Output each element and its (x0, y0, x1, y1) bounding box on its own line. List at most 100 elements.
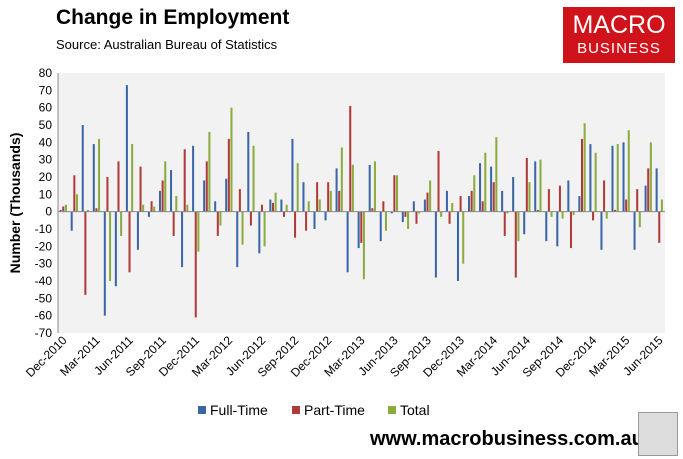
bar-total (153, 206, 156, 212)
bar-full-time (589, 144, 592, 212)
bar-chart: -70-60-50-40-30-20-1001020304050607080De… (7, 66, 666, 418)
y-tick-label: 40 (39, 135, 53, 149)
bar-full-time (214, 201, 217, 212)
bar-total (550, 211, 553, 217)
bar-full-time (335, 168, 338, 212)
bar-total (561, 211, 564, 219)
bar-total (175, 196, 178, 212)
bar-part-time (569, 211, 572, 249)
bar-full-time (92, 144, 95, 212)
y-tick-label: 70 (39, 83, 53, 97)
bar-full-time (170, 170, 173, 212)
y-tick-label: -70 (35, 326, 53, 340)
bar-total (329, 190, 332, 212)
bar-part-time (547, 189, 550, 212)
bar-full-time (611, 145, 614, 212)
bar-part-time (227, 138, 230, 212)
bar-part-time (459, 196, 462, 212)
bar-full-time (379, 211, 382, 242)
bar-total (362, 211, 365, 280)
bar-part-time (316, 182, 319, 212)
y-tick-label: 30 (39, 153, 53, 167)
bar-part-time (415, 211, 418, 224)
bar-total (616, 144, 619, 212)
bar-total (429, 180, 432, 212)
bar-full-time (103, 211, 106, 316)
bar-part-time (73, 175, 76, 212)
bar-part-time (249, 211, 252, 226)
bar-full-time (203, 180, 206, 212)
chart-title: Change in Employment (56, 6, 290, 29)
bar-total (407, 211, 410, 229)
legend-swatch (292, 406, 300, 414)
bar-full-time (269, 199, 272, 212)
bar-part-time (503, 211, 506, 236)
bar-total (186, 204, 189, 212)
bar-part-time (647, 168, 650, 212)
website-url: www.macrobusiness.com.au (370, 428, 644, 450)
bar-part-time (558, 185, 561, 212)
bar-part-time (349, 105, 352, 212)
bar-total (462, 211, 465, 264)
bar-total (440, 211, 443, 217)
bar-total (396, 175, 399, 212)
bar-total (318, 199, 321, 212)
bar-total (605, 211, 608, 219)
bar-full-time (600, 211, 603, 250)
bar-part-time (393, 175, 396, 212)
bar-full-time (456, 211, 459, 281)
bar-part-time (603, 180, 606, 212)
bar-full-time (114, 211, 117, 287)
bar-total (583, 123, 586, 212)
legend-swatch (198, 406, 206, 414)
bar-part-time (238, 189, 241, 212)
bar-part-time (636, 189, 639, 212)
y-tick-label: 0 (45, 205, 52, 219)
macrobusiness-logo: MACRO BUSINESS (563, 7, 675, 63)
bar-total (75, 194, 78, 212)
bar-full-time (479, 163, 482, 212)
bar-part-time (481, 201, 484, 212)
bar-total (539, 159, 542, 212)
bar-part-time (128, 211, 131, 273)
bar-full-time (523, 211, 526, 235)
y-tick-label: 20 (39, 170, 53, 184)
y-tick-label: -60 (35, 309, 53, 323)
bar-part-time (514, 211, 517, 278)
bar-full-time (313, 211, 316, 229)
bar-full-time (125, 85, 128, 212)
bar-full-time (534, 161, 537, 212)
bar-part-time (536, 209, 539, 212)
wolf-logo-image (638, 412, 678, 456)
bar-part-time (294, 211, 297, 238)
bar-total (252, 145, 255, 212)
bar-total (660, 199, 663, 212)
bar-full-time (258, 211, 261, 254)
y-tick-label: -30 (35, 257, 53, 271)
bar-total (418, 211, 421, 214)
logo-line1: MACRO (572, 11, 666, 39)
bar-part-time (404, 211, 407, 217)
y-axis-label: Number (Thousands) (7, 133, 23, 274)
bar-total (263, 211, 266, 247)
logo-line2: BUSINESS (577, 40, 661, 57)
bar-part-time (117, 161, 120, 212)
bar-full-time (280, 199, 283, 212)
bar-part-time (426, 192, 429, 212)
bar-full-time (236, 211, 239, 268)
bar-part-time (382, 201, 385, 212)
bar-part-time (305, 211, 308, 231)
bar-total (230, 107, 233, 212)
bar-full-time (545, 211, 548, 242)
bar-full-time (501, 190, 504, 212)
bar-total (627, 130, 630, 212)
bar-full-time (490, 166, 493, 212)
bar-part-time (84, 211, 87, 295)
bar-total (241, 211, 244, 245)
bar-part-time (360, 211, 363, 243)
bar-part-time (580, 138, 584, 212)
bar-full-time (158, 190, 162, 212)
bar-total (307, 201, 310, 212)
bar-total (373, 161, 376, 212)
